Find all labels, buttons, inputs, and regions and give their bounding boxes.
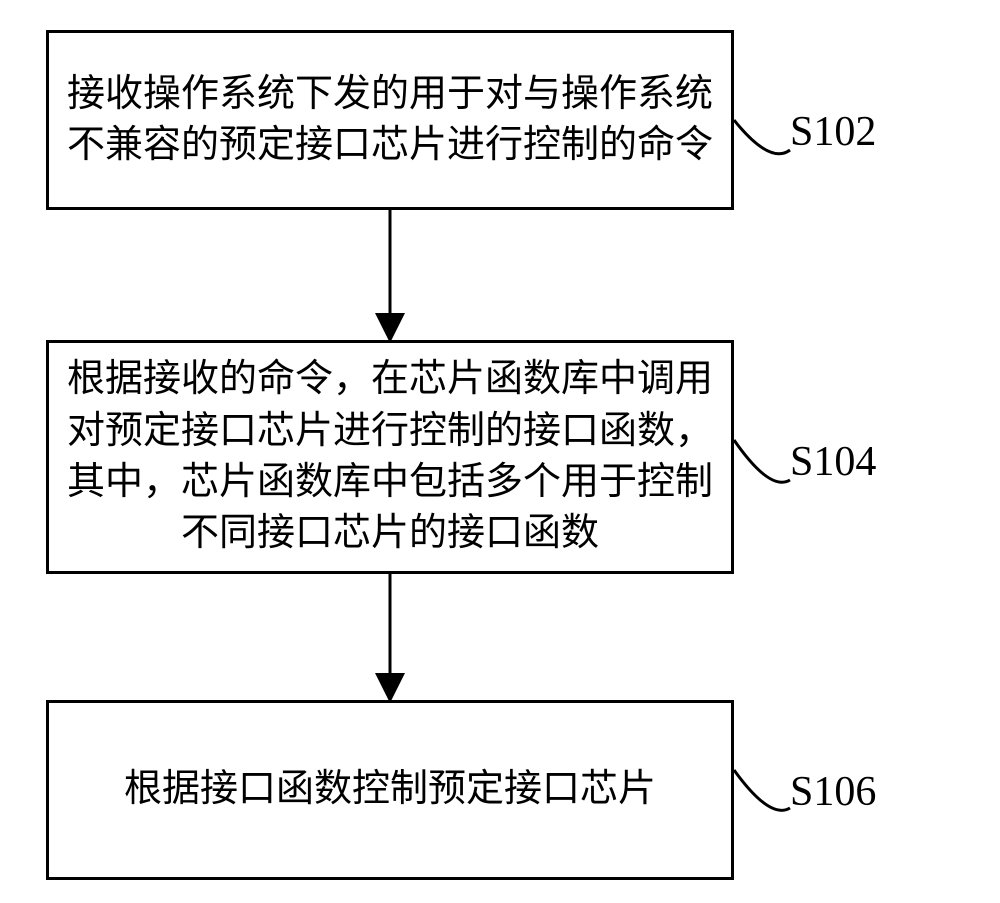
node-text: 根据接收的命令，在芯片函数库中调用对预定接口芯片进行控制的接口函数，其中，芯片函… [49,354,731,559]
flowchart-node: 根据接口函数控制预定接口芯片 [46,700,734,880]
flowchart-node: 接收操作系统下发的用于对与操作系统不兼容的预定接口芯片进行控制的命令 [46,30,734,210]
label-connector [734,440,790,482]
label-connector [734,770,790,810]
flowchart-canvas: 接收操作系统下发的用于对与操作系统不兼容的预定接口芯片进行控制的命令 S102 … [0,0,1000,903]
step-label: S104 [790,438,876,486]
step-label: S102 [790,108,876,156]
label-connector [734,120,790,154]
flowchart-node: 根据接收的命令，在芯片函数库中调用对预定接口芯片进行控制的接口函数，其中，芯片函… [46,340,734,574]
step-label: S106 [790,768,876,816]
node-text: 接收操作系统下发的用于对与操作系统不兼容的预定接口芯片进行控制的命令 [49,69,731,172]
node-text: 根据接口函数控制预定接口芯片 [49,764,731,815]
